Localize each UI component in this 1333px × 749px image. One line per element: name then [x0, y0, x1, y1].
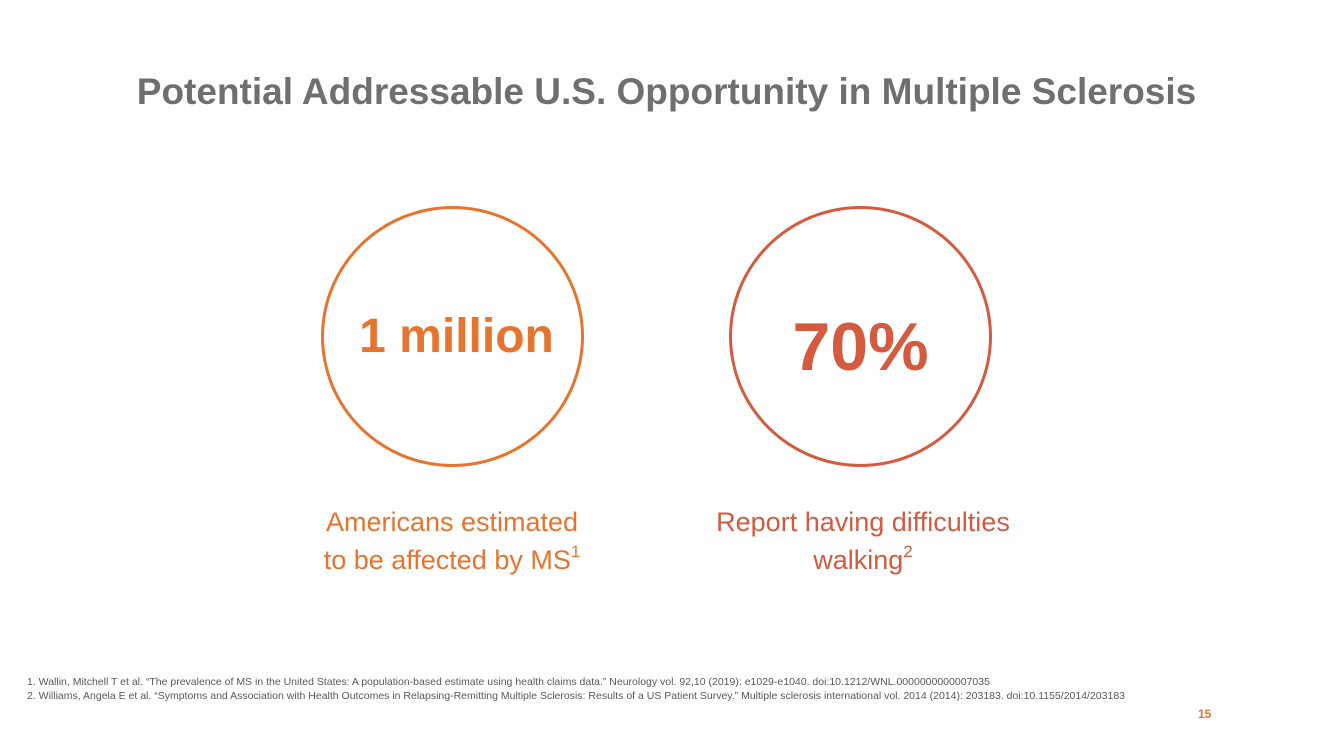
caption-line: to be affected by MS1 — [282, 541, 622, 579]
stat-caption-americans: Americans estimated to be affected by MS… — [282, 503, 622, 579]
caption-line: Report having difficulties — [716, 507, 1010, 537]
page-number: 15 — [1198, 707, 1212, 721]
stat-circle-americans: 1 million — [321, 206, 584, 467]
caption-line: walking2 — [663, 541, 1063, 579]
caption-line: Americans estimated — [325, 507, 579, 537]
stat-circle-walking: 70% — [729, 206, 992, 467]
footnote-ref: 2 — [903, 542, 913, 561]
caption-text: to be affected by MS — [323, 545, 571, 575]
caption-text: walking — [813, 545, 904, 575]
stat-caption-walking: Report having difficulties walking2 — [663, 503, 1063, 579]
stat-value-americans: 1 million — [359, 310, 554, 363]
slide-title: Potential Addressable U.S. Opportunity i… — [136, 71, 1197, 112]
stat-value-walking: 70% — [792, 308, 929, 385]
footnotes: 1. Wallin, Mitchell T et al. “The preval… — [27, 676, 1207, 703]
footnote-2: 2. Williams, Angela E et al. “Symptoms a… — [27, 689, 1126, 702]
footnote-ref: 1 — [570, 542, 581, 561]
footnote-1: 1. Wallin, Mitchell T et al. “The preval… — [27, 676, 990, 688]
